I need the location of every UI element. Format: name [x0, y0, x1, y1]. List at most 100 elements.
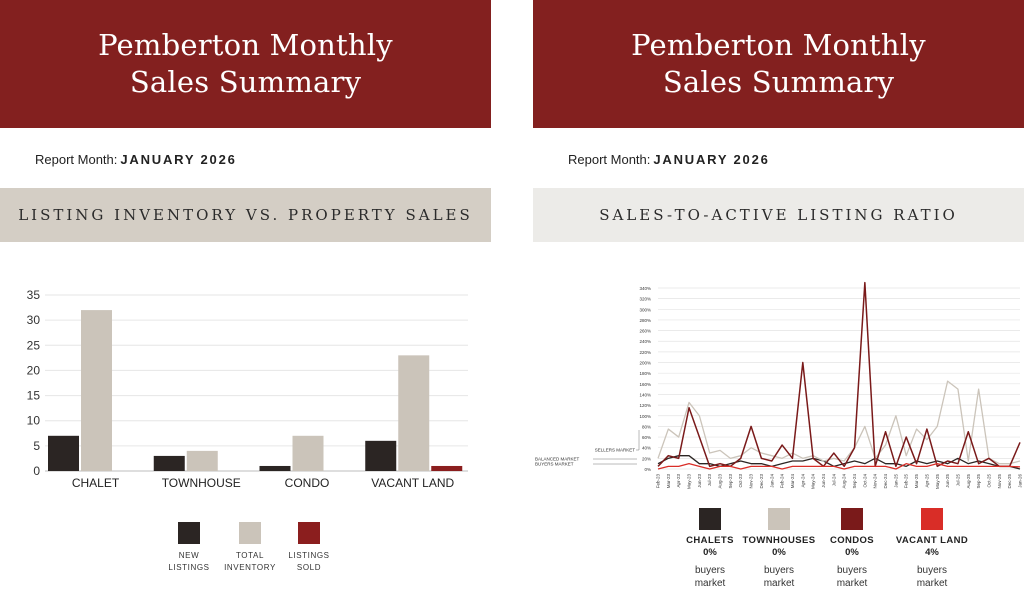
line-x-tick-label: Sep-24 [852, 474, 857, 489]
bar-legend-label: TOTAL INVENTORY [224, 551, 276, 572]
line-reference-label: SELLERS MARKET [595, 448, 636, 453]
line-legend-pct: 0% [703, 547, 717, 558]
line-x-tick-label: Feb-25 [904, 474, 909, 489]
line-x-tick-label: Oct-24 [862, 474, 867, 488]
line-x-tick-label: Dec-23 [759, 474, 764, 489]
line-x-tick-label: Sep-23 [728, 474, 733, 489]
line-y-tick-label: 280% [639, 318, 651, 323]
line-x-tick-label: May-23 [687, 474, 692, 490]
line-legend-pct: 0% [772, 547, 786, 558]
line-x-tick-label: Mar-23 [666, 474, 671, 489]
line-x-tick-label: Aug-24 [842, 474, 847, 489]
line-y-tick-label: 80% [642, 424, 651, 429]
line-x-tick-label: May-25 [935, 474, 940, 490]
left-header-line2: Sales Summary [129, 65, 362, 99]
right-section-title: SALES-TO-ACTIVE LISTING RATIO [533, 188, 1024, 242]
line-x-tick-label: Feb-24 [780, 474, 785, 489]
right-header: Pemberton Monthly Sales Summary [533, 0, 1024, 128]
bar-y-tick-label: 10 [27, 414, 41, 428]
bar-vacant-land-series-0 [365, 440, 397, 471]
line-y-tick-label: 240% [639, 339, 651, 344]
left-report-month-value: JANUARY 2026 [120, 152, 237, 167]
line-series-vacant-land [657, 463, 1021, 470]
line-y-tick-label: 140% [639, 392, 651, 397]
line-legend-swatch [699, 508, 721, 530]
left-report-month-label: Report Month: [35, 152, 118, 167]
bar-y-tick-label: 20 [27, 363, 41, 377]
line-y-tick-label: 220% [639, 350, 651, 355]
line-x-tick-label: Dec-25 [1007, 474, 1012, 489]
line-y-tick-label: 0% [644, 467, 651, 472]
line-x-tick-label: Feb-23 [656, 474, 661, 489]
line-x-tick-label: Jul-24 [831, 474, 836, 487]
line-legend-name: VACANT LAND [895, 535, 969, 546]
line-x-tick-label: Jun-25 [945, 474, 950, 488]
line-x-tick-label: Jun-23 [697, 474, 702, 488]
line-legend-status: buyers market [836, 565, 868, 589]
left-header-line1: Pemberton Monthly [98, 28, 393, 62]
line-x-tick-label: Sep-25 [976, 474, 981, 489]
right-header-line1: Pemberton Monthly [631, 28, 926, 62]
bar-y-tick-label: 5 [33, 439, 40, 453]
left-panel: Pemberton Monthly Sales Summary Report M… [0, 0, 491, 614]
line-x-tick-label: Mar-24 [790, 474, 795, 489]
bar-condo-series-0 [259, 465, 291, 471]
bar-legend-swatch [178, 522, 200, 544]
line-legend-swatch [841, 508, 863, 530]
line-y-tick-label: 320% [639, 297, 651, 302]
line-legend-swatch [921, 508, 943, 530]
line-legend-status: buyers market [763, 565, 795, 589]
line-x-tick-label: Jan-26 [1018, 474, 1023, 488]
line-x-tick-label: Aug-23 [718, 474, 723, 489]
bar-y-tick-label: 15 [27, 389, 41, 403]
bar-vacant-land-series-2 [431, 465, 463, 471]
line-x-tick-label: Oct-23 [738, 474, 743, 488]
bar-category-label: CONDO [285, 476, 330, 490]
line-legend-status: buyers market [694, 565, 726, 589]
bar-y-tick-label: 30 [27, 313, 41, 327]
line-legend-pct: 4% [925, 547, 939, 558]
bar-vacant-land-series-1 [398, 355, 430, 471]
bar-chart: 0 5 10 15 20 25 30 35 CHALET TOWNHOUSE CONDO VACANT… [27, 288, 468, 490]
line-y-tick-label: 40% [642, 446, 651, 451]
line-x-tick-label: Oct-25 [986, 474, 991, 488]
bar-condo-series-1 [292, 435, 324, 471]
line-legend-swatch [768, 508, 790, 530]
bar-legend-swatch [298, 522, 320, 544]
line-y-tick-label: 100% [639, 414, 651, 419]
right-report-month: Report Month: JANUARY 2026 [568, 152, 770, 167]
left-section-title: LISTING INVENTORY VS. PROPERTY SALES [0, 188, 491, 242]
line-chart: 0% 20% 40% 60% 80% 100% 120% 140% 160% 180% 200% 22… [535, 281, 1023, 490]
bar-category-label: VACANT LAND [371, 476, 454, 490]
right-panel: Pemberton Monthly Sales Summary Report M… [533, 0, 1024, 614]
line-reference-label: BUYERS MARKET [535, 462, 574, 467]
bar-category-label: CHALET [72, 476, 120, 490]
bar-category-label: TOWNHOUSE [162, 476, 241, 490]
right-report-month-label: Report Month: [568, 152, 651, 167]
right-report-month-value: JANUARY 2026 [653, 152, 770, 167]
line-legend-name: CONDOS [829, 535, 875, 546]
line-reference-label: BALANCED MARKET [535, 457, 580, 462]
line-x-tick-label: Nov-25 [997, 474, 1002, 489]
bar-townhouse-series-1 [186, 450, 218, 471]
line-series-condos [657, 281, 1021, 468]
line-x-tick-label: Apr-24 [800, 474, 805, 488]
line-y-tick-label: 160% [639, 382, 651, 387]
line-x-tick-label: Jan-24 [769, 474, 774, 488]
line-y-tick-label: 340% [639, 286, 651, 291]
line-legend-pct: 0% [845, 547, 859, 558]
line-y-tick-label: 260% [639, 329, 651, 334]
bar-y-tick-label: 35 [27, 288, 41, 302]
line-y-tick-label: 300% [639, 307, 651, 312]
line-y-tick-label: 120% [639, 403, 651, 408]
line-y-tick-label: 180% [639, 371, 651, 376]
line-x-tick-label: Mar-25 [914, 474, 919, 489]
bar-legend-label: NEW LISTINGS [168, 551, 210, 572]
left-header: Pemberton Monthly Sales Summary [0, 0, 491, 128]
line-x-tick-label: Apr-25 [924, 474, 929, 488]
line-y-tick-label: 200% [639, 361, 651, 366]
line-x-tick-label: Nov-24 [873, 474, 878, 489]
line-x-tick-label: Jun-24 [821, 474, 826, 488]
line-x-tick-label: Jul-25 [955, 474, 960, 487]
bar-chalet-series-0 [48, 435, 79, 471]
